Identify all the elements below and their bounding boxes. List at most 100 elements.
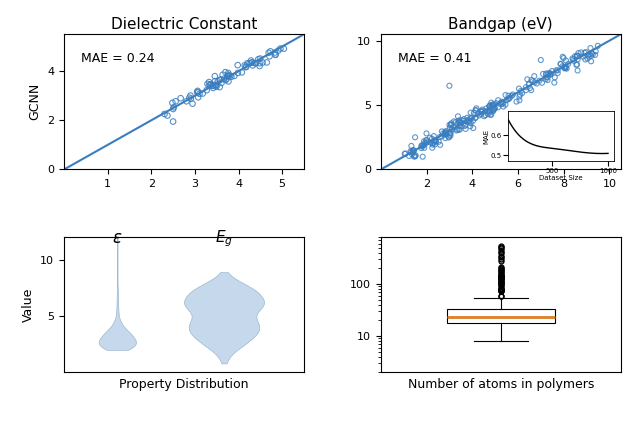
Point [431, 137, 441, 144]
Point [220, 69, 230, 76]
Point [465, 109, 476, 116]
Point [543, 74, 553, 80]
Point [241, 64, 252, 71]
Point [441, 128, 451, 134]
Point [578, 53, 588, 60]
Point [500, 92, 511, 98]
Point [487, 101, 497, 108]
Point [440, 135, 451, 142]
Point [465, 123, 476, 130]
Point [444, 82, 454, 89]
Point [468, 110, 479, 116]
Point [504, 95, 514, 102]
Point [207, 83, 218, 89]
Point [552, 67, 563, 74]
Point [440, 129, 451, 136]
Point [255, 62, 265, 69]
Point [484, 102, 495, 109]
Point [543, 77, 553, 83]
Point [541, 70, 552, 77]
Point [476, 107, 486, 114]
Point [464, 119, 474, 126]
Point [460, 122, 470, 129]
Point [526, 77, 536, 83]
Point [481, 112, 491, 119]
Point [422, 139, 432, 146]
Point [175, 95, 186, 101]
Point [188, 100, 198, 107]
Point [483, 108, 493, 115]
Point [221, 75, 232, 82]
Point [246, 57, 256, 64]
Point [195, 90, 205, 97]
Point [232, 62, 243, 68]
Point [515, 97, 525, 104]
Point [572, 61, 582, 68]
Point [460, 122, 470, 129]
Point [460, 125, 470, 132]
Point [557, 54, 568, 60]
Point [561, 63, 571, 70]
Point [568, 56, 578, 63]
Point [467, 115, 477, 122]
Point [493, 97, 503, 104]
Point [505, 94, 515, 101]
Point [409, 147, 419, 154]
Title: Bandgap (eV): Bandgap (eV) [449, 17, 553, 32]
Text: $\varepsilon$: $\varepsilon$ [112, 230, 122, 247]
Point [470, 115, 481, 122]
Point [436, 128, 447, 135]
Point [458, 120, 468, 127]
Point [485, 111, 495, 118]
Point [206, 81, 216, 88]
Point [573, 56, 583, 63]
Point [213, 78, 223, 85]
Point [438, 130, 448, 137]
Point [484, 109, 495, 116]
Point [541, 74, 552, 81]
Point [525, 85, 535, 92]
Point [444, 122, 454, 128]
Point [569, 57, 579, 64]
Point [538, 71, 548, 77]
Point [441, 131, 451, 137]
Point [408, 147, 418, 154]
Point [449, 118, 459, 125]
Point [573, 67, 583, 74]
Point [466, 120, 476, 127]
Point [545, 71, 556, 77]
Point [445, 130, 456, 137]
Point [559, 55, 569, 62]
Point [211, 82, 221, 89]
Point [541, 76, 551, 83]
Point [422, 137, 432, 143]
Point [163, 112, 173, 119]
Point [218, 71, 228, 78]
Point [456, 120, 466, 127]
Point [454, 126, 465, 133]
Point [587, 50, 597, 57]
Point [440, 129, 451, 136]
Point [447, 126, 457, 133]
Title: Dielectric Constant: Dielectric Constant [111, 17, 257, 32]
Point [590, 51, 600, 58]
Point [204, 79, 214, 86]
Point [557, 63, 568, 70]
Point [198, 90, 208, 97]
Point [486, 99, 497, 106]
Point [488, 108, 498, 115]
Point [484, 103, 494, 110]
Point [495, 101, 506, 107]
Point [515, 91, 525, 98]
Point [168, 106, 179, 113]
Point [214, 83, 225, 90]
Point [545, 71, 555, 78]
Point [421, 137, 431, 144]
Point [400, 150, 410, 157]
Point [451, 119, 461, 126]
Point [417, 153, 428, 160]
Point [532, 80, 542, 87]
Point [429, 137, 440, 144]
Point [452, 126, 463, 133]
Point [579, 49, 589, 56]
